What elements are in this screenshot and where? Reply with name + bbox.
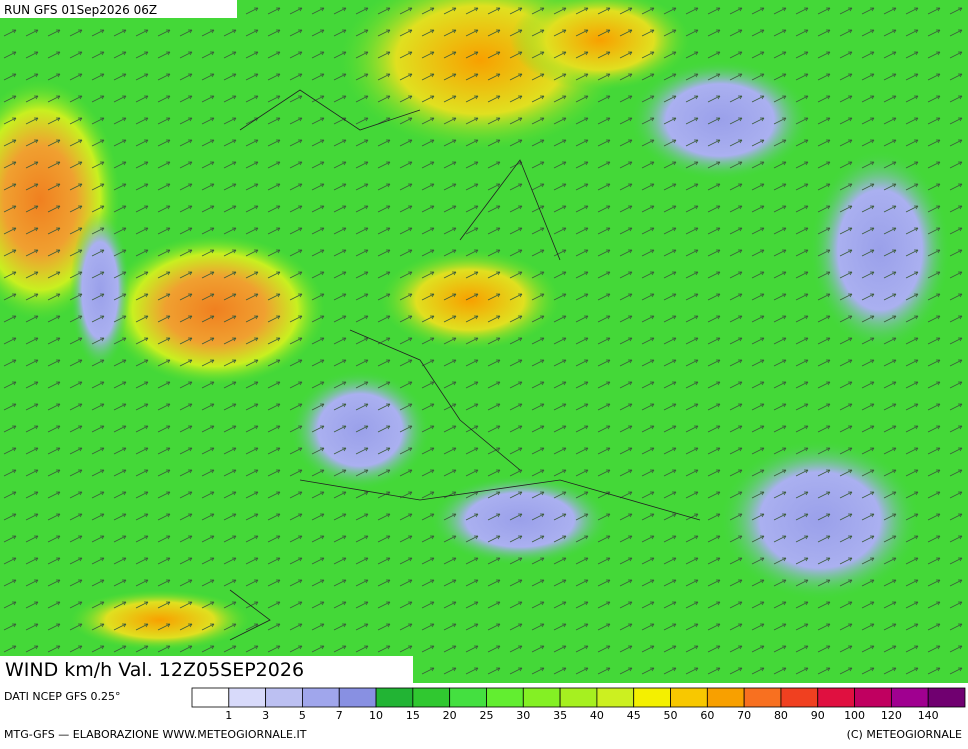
legend-swatch [890,687,929,708]
run-label: RUN GFS 01Sep2026 06Z [4,3,157,17]
map: RUN GFS 01Sep2026 06Z WIND km/h Val. 12Z… [0,0,968,683]
legend-tick-label: 5 [299,709,306,722]
legend-swatch [191,687,230,708]
color-legend: 1 3 5 7 10 15 20 25 30 35 40 45 50 60 70 80 90 100 120 140 [191,687,966,722]
legend-swatch [817,687,855,708]
legend-tick-label: 15 [406,709,420,722]
legend-tick-label: 35 [553,709,567,722]
legend-swatch [670,687,708,708]
legend-tick-label: 7 [336,709,343,722]
legend-tick-label: 120 [881,709,902,722]
legend-swatch [302,687,340,708]
legend-swatch [228,687,267,708]
legend-swatch [265,687,303,708]
legend-tick-label: 25 [479,709,493,722]
legend-swatch [854,687,892,708]
wind-arrows [0,0,968,683]
legend-tick-label: 20 [443,709,457,722]
legend-swatch [375,687,414,708]
legend-swatch [338,687,377,708]
legend-swatch [596,687,635,708]
legend-tick-label: 140 [918,709,939,722]
field-label-box [0,656,413,683]
legend-tick-label: 40 [590,709,604,722]
legend-tick-label: 80 [774,709,788,722]
borders [229,89,701,641]
legend-tick-label: 90 [811,709,825,722]
legend-swatch [412,687,451,708]
footer-right: (C) METEOGIORNALE [847,728,962,741]
legend-source: DATI NCEP GFS 0.25° [4,690,121,703]
legend-tick-label: 1 [225,709,232,722]
footer-left: MTG-GFS — ELABORAZIONE WWW.METEOGIORNALE… [4,728,307,741]
legend-swatch [780,687,819,708]
legend-tick-label: 100 [844,709,865,722]
legend-swatch [559,687,598,708]
field-label: WIND km/h Val. 12Z05SEP2026 [5,659,304,681]
legend-tick-label: 50 [664,709,678,722]
legend-tick-label: 70 [737,709,751,722]
legend-swatch [927,687,966,708]
legend-swatch [706,687,745,708]
legend-swatch [633,687,671,708]
legend-swatch [743,687,782,708]
legend-tick-label: 30 [516,709,530,722]
run-label-box [0,0,237,18]
legend-swatch [486,687,524,708]
legend-tick-label: 60 [700,709,714,722]
legend-swatch [522,687,561,708]
legend-swatch [449,687,487,708]
legend-tick-label: 10 [369,709,383,722]
legend-tick-label: 3 [262,709,269,722]
legend-tick-label: 45 [627,709,641,722]
